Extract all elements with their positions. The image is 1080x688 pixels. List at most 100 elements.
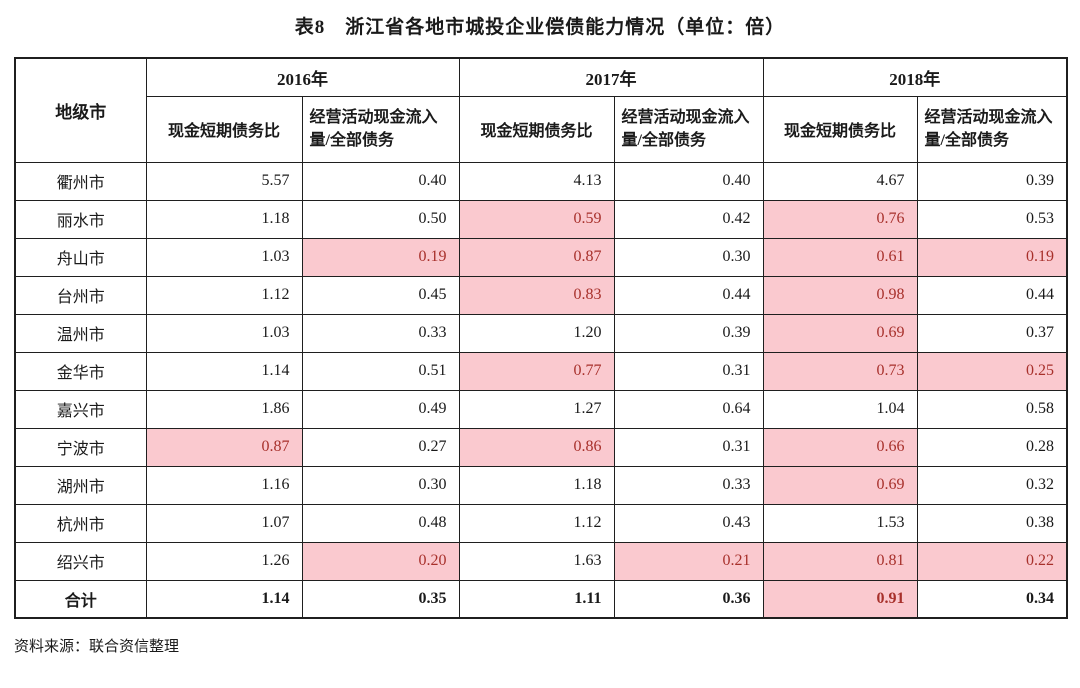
value-cell: 0.31 [613, 351, 764, 391]
value-cell: 1.18 [458, 465, 615, 505]
value-cell: 1.14 [145, 579, 303, 619]
city-cell: 湖州市 [14, 465, 147, 505]
city-cell-total: 合计 [14, 579, 147, 619]
value-cell: 0.66 [762, 427, 918, 467]
value-cell: 0.83 [458, 275, 615, 315]
city-cell: 金华市 [14, 351, 147, 391]
value-cell: 4.13 [458, 161, 615, 201]
value-cell: 0.25 [916, 351, 1068, 391]
value-cell: 0.91 [762, 579, 918, 619]
value-cell: 0.40 [613, 161, 764, 201]
value-cell: 0.69 [762, 465, 918, 505]
value-cell: 0.22 [916, 541, 1068, 581]
value-cell: 1.04 [762, 389, 918, 429]
city-cell: 杭州市 [14, 503, 147, 543]
table-row: 绍兴市 1.26 0.20 1.63 0.21 0.81 0.22 [14, 541, 1068, 581]
metric-header-ops-2018: 经营活动现金流入量/全部债务 [916, 95, 1068, 163]
value-cell: 0.21 [613, 541, 764, 581]
table-row: 金华市 1.14 0.51 0.77 0.31 0.73 0.25 [14, 351, 1068, 391]
value-cell: 0.49 [301, 389, 460, 429]
value-cell: 1.27 [458, 389, 615, 429]
value-cell: 0.19 [916, 237, 1068, 277]
metric-header-ops-2016: 经营活动现金流入量/全部债务 [301, 95, 460, 163]
metric-header-row: 现金短期债务比 经营活动现金流入量/全部债务 现金短期债务比 经营活动现金流入量… [15, 95, 1068, 163]
value-cell: 1.07 [145, 503, 303, 543]
value-cell: 0.39 [916, 161, 1068, 201]
value-cell: 0.44 [916, 275, 1068, 315]
value-cell: 1.03 [145, 237, 303, 277]
value-cell: 0.33 [301, 313, 460, 353]
value-cell: 0.73 [762, 351, 918, 391]
value-cell: 0.30 [301, 465, 460, 505]
value-cell: 1.03 [145, 313, 303, 353]
table-row: 舟山市 1.03 0.19 0.87 0.30 0.61 0.19 [14, 237, 1068, 277]
table-row: 嘉兴市 1.86 0.49 1.27 0.64 1.04 0.58 [14, 389, 1068, 429]
value-cell: 1.20 [458, 313, 615, 353]
value-cell: 0.38 [916, 503, 1068, 543]
city-cell: 衢州市 [14, 161, 147, 201]
value-cell: 0.37 [916, 313, 1068, 353]
value-cell: 0.32 [916, 465, 1068, 505]
value-cell: 0.42 [613, 199, 764, 239]
value-cell: 0.31 [613, 427, 764, 467]
table-row: 温州市 1.03 0.33 1.20 0.39 0.69 0.37 [14, 313, 1068, 353]
value-cell: 0.43 [613, 503, 764, 543]
value-cell: 4.67 [762, 161, 918, 201]
value-cell: 0.20 [301, 541, 460, 581]
metric-header-cash-2018: 现金短期债务比 [762, 95, 918, 163]
city-cell: 嘉兴市 [14, 389, 147, 429]
value-cell: 0.30 [613, 237, 764, 277]
value-cell: 1.26 [145, 541, 303, 581]
value-cell: 1.14 [145, 351, 303, 391]
value-cell: 0.58 [916, 389, 1068, 429]
value-cell: 0.36 [613, 579, 764, 619]
value-cell: 0.27 [301, 427, 460, 467]
city-cell: 温州市 [14, 313, 147, 353]
value-cell: 0.28 [916, 427, 1068, 467]
year-header-2018: 2018年 [762, 57, 1068, 97]
value-cell: 0.35 [301, 579, 460, 619]
table-row-total: 合计 1.14 0.35 1.11 0.36 0.91 0.34 [14, 579, 1068, 619]
value-cell: 0.45 [301, 275, 460, 315]
city-cell: 台州市 [14, 275, 147, 315]
value-cell: 0.44 [613, 275, 764, 315]
value-cell: 0.59 [458, 199, 615, 239]
metric-header-cash-2016: 现金短期债务比 [145, 95, 303, 163]
value-cell: 0.69 [762, 313, 918, 353]
value-cell: 0.34 [916, 579, 1068, 619]
city-cell: 绍兴市 [14, 541, 147, 581]
table-row: 丽水市 1.18 0.50 0.59 0.42 0.76 0.53 [14, 199, 1068, 239]
value-cell: 0.48 [301, 503, 460, 543]
corner-header-city: 地级市 [14, 57, 147, 163]
page-title: 表8 浙江省各地市城投企业偿债能力情况（单位：倍） [294, 17, 786, 38]
value-cell: 0.98 [762, 275, 918, 315]
year-header-2017: 2017年 [458, 57, 764, 97]
table-row: 湖州市 1.16 0.30 1.18 0.33 0.69 0.32 [14, 465, 1068, 505]
value-cell: 0.33 [613, 465, 764, 505]
value-cell: 0.87 [145, 427, 303, 467]
value-cell: 0.19 [301, 237, 460, 277]
value-cell: 0.64 [613, 389, 764, 429]
value-cell: 1.12 [458, 503, 615, 543]
value-cell: 0.86 [458, 427, 615, 467]
value-cell: 1.16 [145, 465, 303, 505]
table-row: 杭州市 1.07 0.48 1.12 0.43 1.53 0.38 [14, 503, 1068, 543]
city-cell: 宁波市 [14, 427, 147, 467]
metric-header-cash-2017: 现金短期债务比 [458, 95, 615, 163]
table-row: 台州市 1.12 0.45 0.83 0.44 0.98 0.44 [14, 275, 1068, 315]
value-cell: 0.77 [458, 351, 615, 391]
value-cell: 1.63 [458, 541, 615, 581]
value-cell: 5.57 [145, 161, 303, 201]
value-cell: 1.86 [145, 389, 303, 429]
source-note: 资料来源：联合资信整理 [14, 639, 180, 655]
value-cell: 0.51 [301, 351, 460, 391]
value-cell: 0.40 [301, 161, 460, 201]
value-cell: 0.50 [301, 199, 460, 239]
year-header-2016: 2016年 [145, 57, 460, 97]
value-cell: 0.53 [916, 199, 1068, 239]
metric-header-ops-2017: 经营活动现金流入量/全部债务 [613, 95, 764, 163]
city-cell: 舟山市 [14, 237, 147, 277]
value-cell: 1.12 [145, 275, 303, 315]
value-cell: 0.61 [762, 237, 918, 277]
